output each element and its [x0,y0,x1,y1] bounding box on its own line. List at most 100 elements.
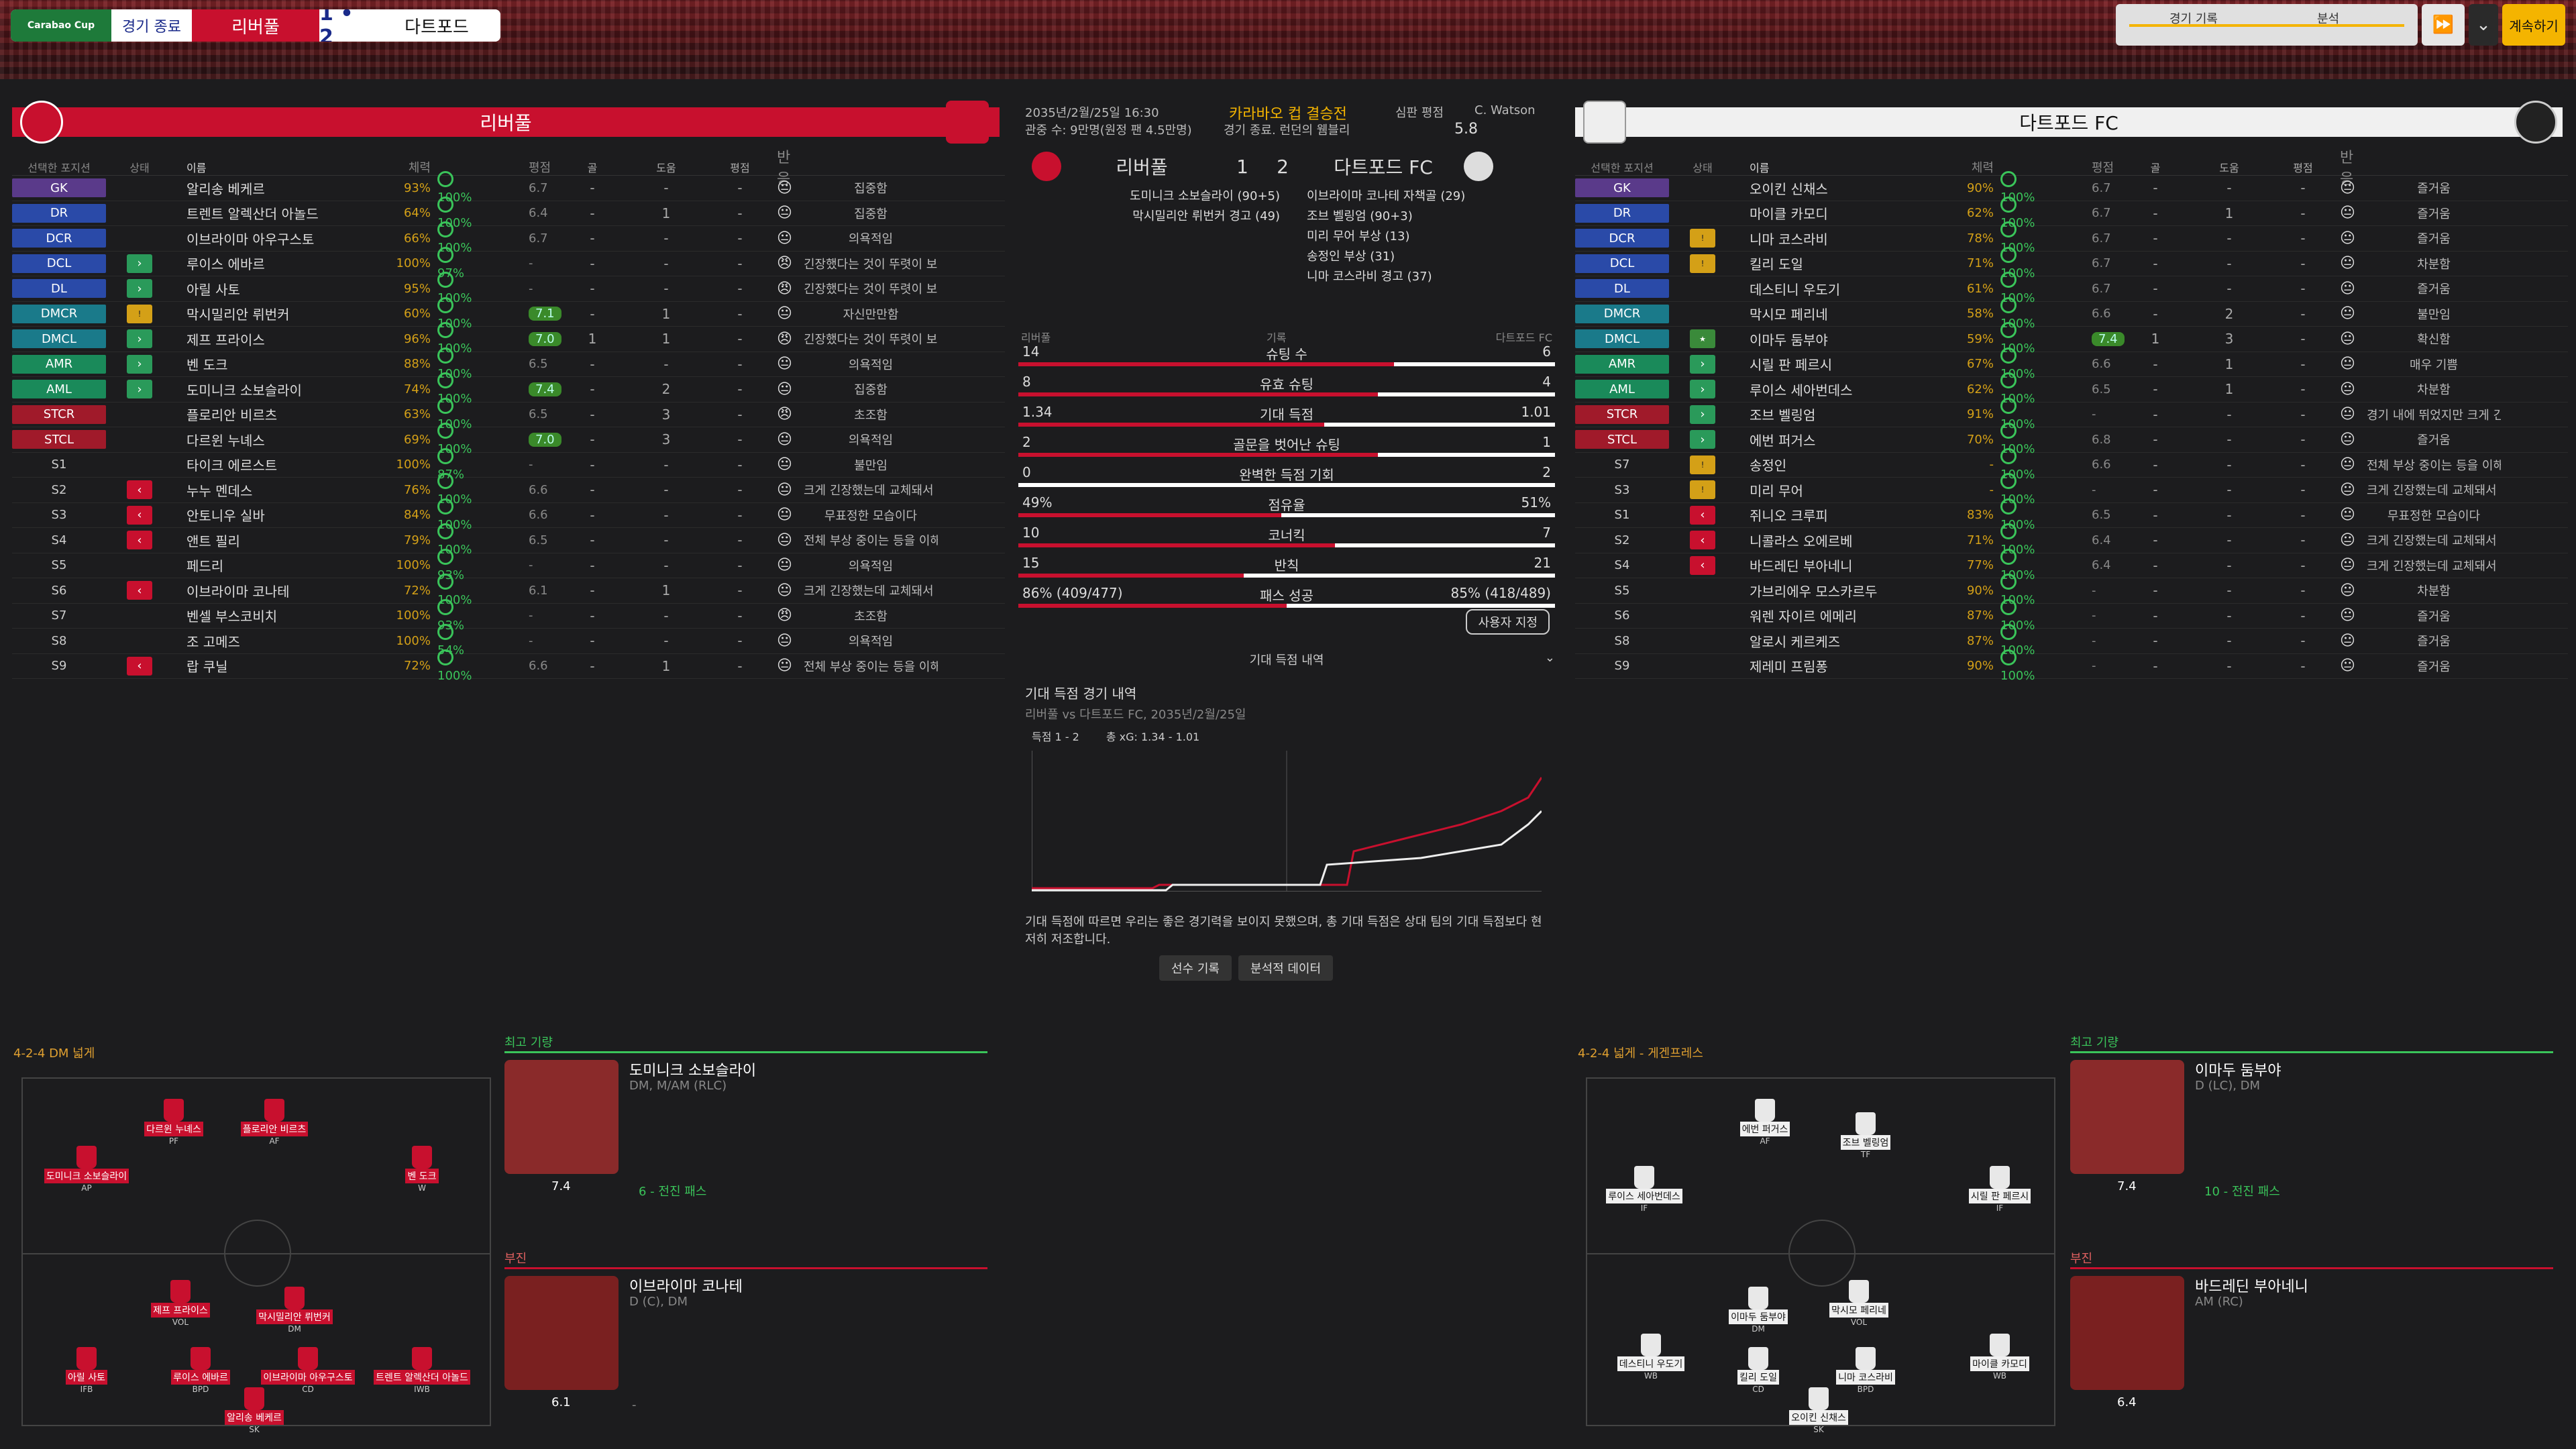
player-name[interactable]: 막시모 페리네 [1750,307,1828,323]
pitch-player[interactable]: 벤 도크 W [372,1146,472,1193]
col-rating[interactable]: 평점 [529,160,551,175]
sub-out-icon[interactable]: ‹ [127,480,152,500]
col-assists[interactable]: 도움 [656,161,676,174]
player-name[interactable]: 페드리 [186,558,224,575]
player-name[interactable]: 조 고메즈 [186,633,240,650]
pitch-player[interactable]: 아릴 사토 IFB [36,1347,137,1394]
home-best-card[interactable]: 최고 기량 도미니크 소보슬라이 DM, M/AM (RLC) 7.4 6 - … [504,1033,987,1208]
sub-out-icon[interactable]: ‹ [127,505,152,525]
sub-out-icon[interactable]: ‹ [127,581,152,600]
col-status[interactable]: 상태 [129,161,150,174]
player-name[interactable]: 아릴 사토 [186,281,240,298]
pitch-player[interactable]: 조브 벨링엄 TF [1815,1112,1916,1159]
chevron-down-icon[interactable]: ⌄ [2469,4,2498,46]
pitch-player[interactable]: 이브라이마 아우구스토 CD [258,1347,358,1394]
player-name[interactable]: 벤 도크 [186,357,228,374]
player-name[interactable]: 니콜라스 오에르베 [1750,533,1853,549]
player-name[interactable]: 이마두 둠부야 [1750,331,1828,348]
player-name[interactable]: 킬리 도일 [1750,256,1803,273]
sub-in-icon[interactable]: › [127,380,152,399]
col-mood[interactable]: 반응 [2340,149,2354,188]
col-mood[interactable]: 반응 [777,149,791,188]
table-row[interactable]: AML › 루이스 세아번데스 62% 100% 6.5-1- 😐 차분함 [1575,372,2568,406]
sub-out-icon[interactable]: ‹ [1690,555,1715,575]
player-name[interactable]: 도미니크 소보슬라이 [186,382,302,398]
table-row[interactable]: AMR › 시릴 판 페르시 67% 100% 6.6-1- 😐 매우 기쁨 [1575,347,2568,381]
player-name[interactable]: 조브 벨링엄 [1750,407,1816,424]
table-row[interactable]: DMCL › 제프 프라이스 96% 100% 7.0 1 1- 😠 긴장했다는 것이 뚜렷이 … [12,322,1005,356]
col-mins[interactable]: 평점 [730,161,750,174]
pitch-player[interactable]: 루이스 세아번데스 IF [1594,1166,1695,1213]
pitch-player[interactable]: 다르윈 누녜스 PF [123,1099,224,1146]
player-name[interactable]: 앤트 필리 [186,533,240,549]
player-name[interactable]: 누누 멘데스 [186,482,253,499]
pitch-player[interactable]: 막시밀리안 뤼번커 DM [244,1287,345,1334]
sub-in-icon[interactable]: › [1690,405,1715,424]
table-row[interactable]: DMCR! 막시밀리안 뤼번커 60% 100% 7.1-1- 😐 자신만만함 [12,297,1005,331]
home-formation-title[interactable]: 4-2-4 DM 넓게 [13,1046,95,1061]
sub-out-icon[interactable]: ‹ [127,531,152,550]
table-row[interactable]: DCR 이브라이마 아우구스토 66% 100% 6.7- - - 😐 의욕적임 [12,221,1005,255]
table-row[interactable]: S8 조 고메즈 100% 54% - - - - 😐 의욕적임 [12,624,1005,657]
player-name[interactable]: 안토니우 실바 [186,508,265,525]
table-row[interactable]: S6 워렌 자이르 에메리 87% 100% - - - - 😐 즐거움 [1575,598,2568,633]
table-row[interactable]: S1 ‹ 쥐니오 크루피 83% 100% 6.5- - - 😐 무표정한 모습이다 [1575,498,2568,532]
pitch-player[interactable]: 킬리 도일 CD [1708,1347,1809,1394]
xg-dropdown[interactable]: 기대 득점 내역 ⌄ [1012,651,1562,668]
player-stats-button[interactable]: 선수 기록 [1159,955,1232,981]
table-row[interactable]: S5 페드리 100% 93% - - - - 😐 의욕적임 [12,548,1005,582]
pitch-player[interactable]: 에번 퍼거스 AF [1715,1099,1815,1146]
player-name[interactable]: 오이킨 신채스 [1750,180,1828,197]
player-name[interactable]: 가브리에우 모스카르두 [1750,583,1878,600]
away-worst-card[interactable]: 부진 바드레딘 부아네니 AM (RC) 6.4 [2070,1249,2553,1424]
sub-in-icon[interactable]: › [127,279,152,299]
table-row[interactable]: GK 오이킨 신채스 90% 100% 6.7- - - 😐 즐거움 [1575,171,2568,205]
table-row[interactable]: S9 제레미 프림퐁 90% 100% - - - - 😐 즐거움 [1575,649,2568,683]
player-name[interactable]: 미리 무어 [1750,482,1803,499]
player-name[interactable]: 루이스 에바르 [186,256,265,273]
pitch-player[interactable]: 루이스 에바르 BPD [150,1347,251,1394]
scorebug[interactable]: Carabao Cup 경기 종료 리버풀 1 • 2 다트포드 [11,9,500,42]
pitch-player[interactable]: 트렌트 알렉산더 아놀드 IWB [372,1347,472,1394]
sub-out-icon[interactable]: ‹ [1690,505,1715,525]
table-row[interactable]: STCL › 에번 퍼거스 70% 100% 6.8- - - 😐 즐거움 [1575,423,2568,456]
player-name[interactable]: 워렌 자이르 에메리 [1750,608,1857,625]
home-worst-card[interactable]: 부진 이브라이마 코나테 D (C), DM 6.1 - [504,1249,987,1424]
player-name[interactable]: 시릴 판 페르시 [1750,357,1833,374]
player-name[interactable]: 다르윈 누녜스 [186,432,265,449]
player-name[interactable]: 이브라이마 코나테 [186,583,290,600]
player-name[interactable]: 트렌트 알렉산더 아놀드 [186,206,319,223]
table-row[interactable]: S3 ‹ 안토니우 실바 84% 100% 6.6- - - 😐 무표정한 모습이다 [12,498,1005,532]
sub-in-icon[interactable]: › [127,354,152,374]
table-row[interactable]: DR 마이클 카모디 62% 100% 6.7-1- 😐 즐거움 [1575,196,2568,230]
player-name[interactable]: 제프 프라이스 [186,331,265,348]
pitch-player[interactable]: 막시모 페리네 VOL [1809,1280,1909,1327]
col-pos[interactable]: 선택한 포지션 [28,161,91,174]
pitch-player[interactable]: 시릴 판 페르시 IF [1949,1166,2050,1213]
sub-in-icon[interactable]: › [1690,354,1715,374]
table-row[interactable]: STCR 플로리안 비르츠 63% 100% 6.5-3- 😠 초조함 [12,397,1005,431]
continue-button[interactable]: 계속하기 [2502,4,2565,46]
col-goals[interactable]: 골 [587,161,598,174]
table-row[interactable]: DCR! 니마 코스라비 78% 100% 6.7- - - 😐 즐거움 [1575,221,2568,255]
table-row[interactable]: STCL 다르윈 누녜스 69% 100% 7.0-3- 😐 의욕적임 [12,423,1005,456]
player-name[interactable]: 랍 쿠닐 [186,659,228,676]
pitch-player[interactable]: 오이킨 신채스 SK [1768,1387,1869,1434]
speed-icon[interactable]: ⏩ [2422,4,2465,46]
col-goals[interactable]: 골 [2150,161,2161,174]
away-formation-title[interactable]: 4-2-4 넓게 - 게겐프레스 [1578,1046,1703,1061]
table-row[interactable]: S7!송정인- 100%6.6---😐전체 부상 중이는 등을 이해하고 있습니… [1575,447,2568,482]
table-row[interactable]: S1 타이크 에르스트 100% 87% - - - - 😐 불만임 [12,447,1005,482]
player-name[interactable]: 니마 코스라비 [1750,231,1828,248]
sub-in-icon[interactable]: › [1690,380,1715,399]
col-name[interactable]: 이름 [1750,161,1770,174]
table-row[interactable]: S9 ‹ 랍 쿠닐 72% 100% 6.6 - 1 - 😐 전체 부상 중이는 등을 이해하고 … [12,649,1005,683]
player-name[interactable]: 타이크 에르스트 [186,458,278,474]
table-row[interactable]: GK 알리송 베케르 93% 100% 6.7- - - 😐 집중함 [12,171,1005,205]
col-condition[interactable]: 체력 [1971,160,1994,175]
player-name[interactable]: 쥐니오 크루피 [1750,508,1828,525]
table-row[interactable]: DL 데스티니 우도기 61% 100% 6.7- - - 😐 즐거움 [1575,272,2568,305]
